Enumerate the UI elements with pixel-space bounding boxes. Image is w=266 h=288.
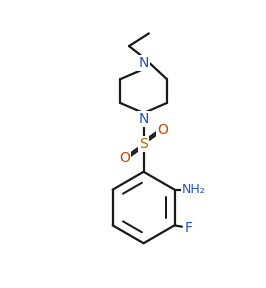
Text: N: N	[138, 112, 149, 126]
Text: S: S	[139, 137, 148, 151]
Text: O: O	[157, 123, 168, 137]
Text: N: N	[138, 56, 149, 70]
Text: NH₂: NH₂	[182, 183, 205, 196]
Text: O: O	[119, 151, 130, 165]
Text: F: F	[185, 221, 193, 235]
